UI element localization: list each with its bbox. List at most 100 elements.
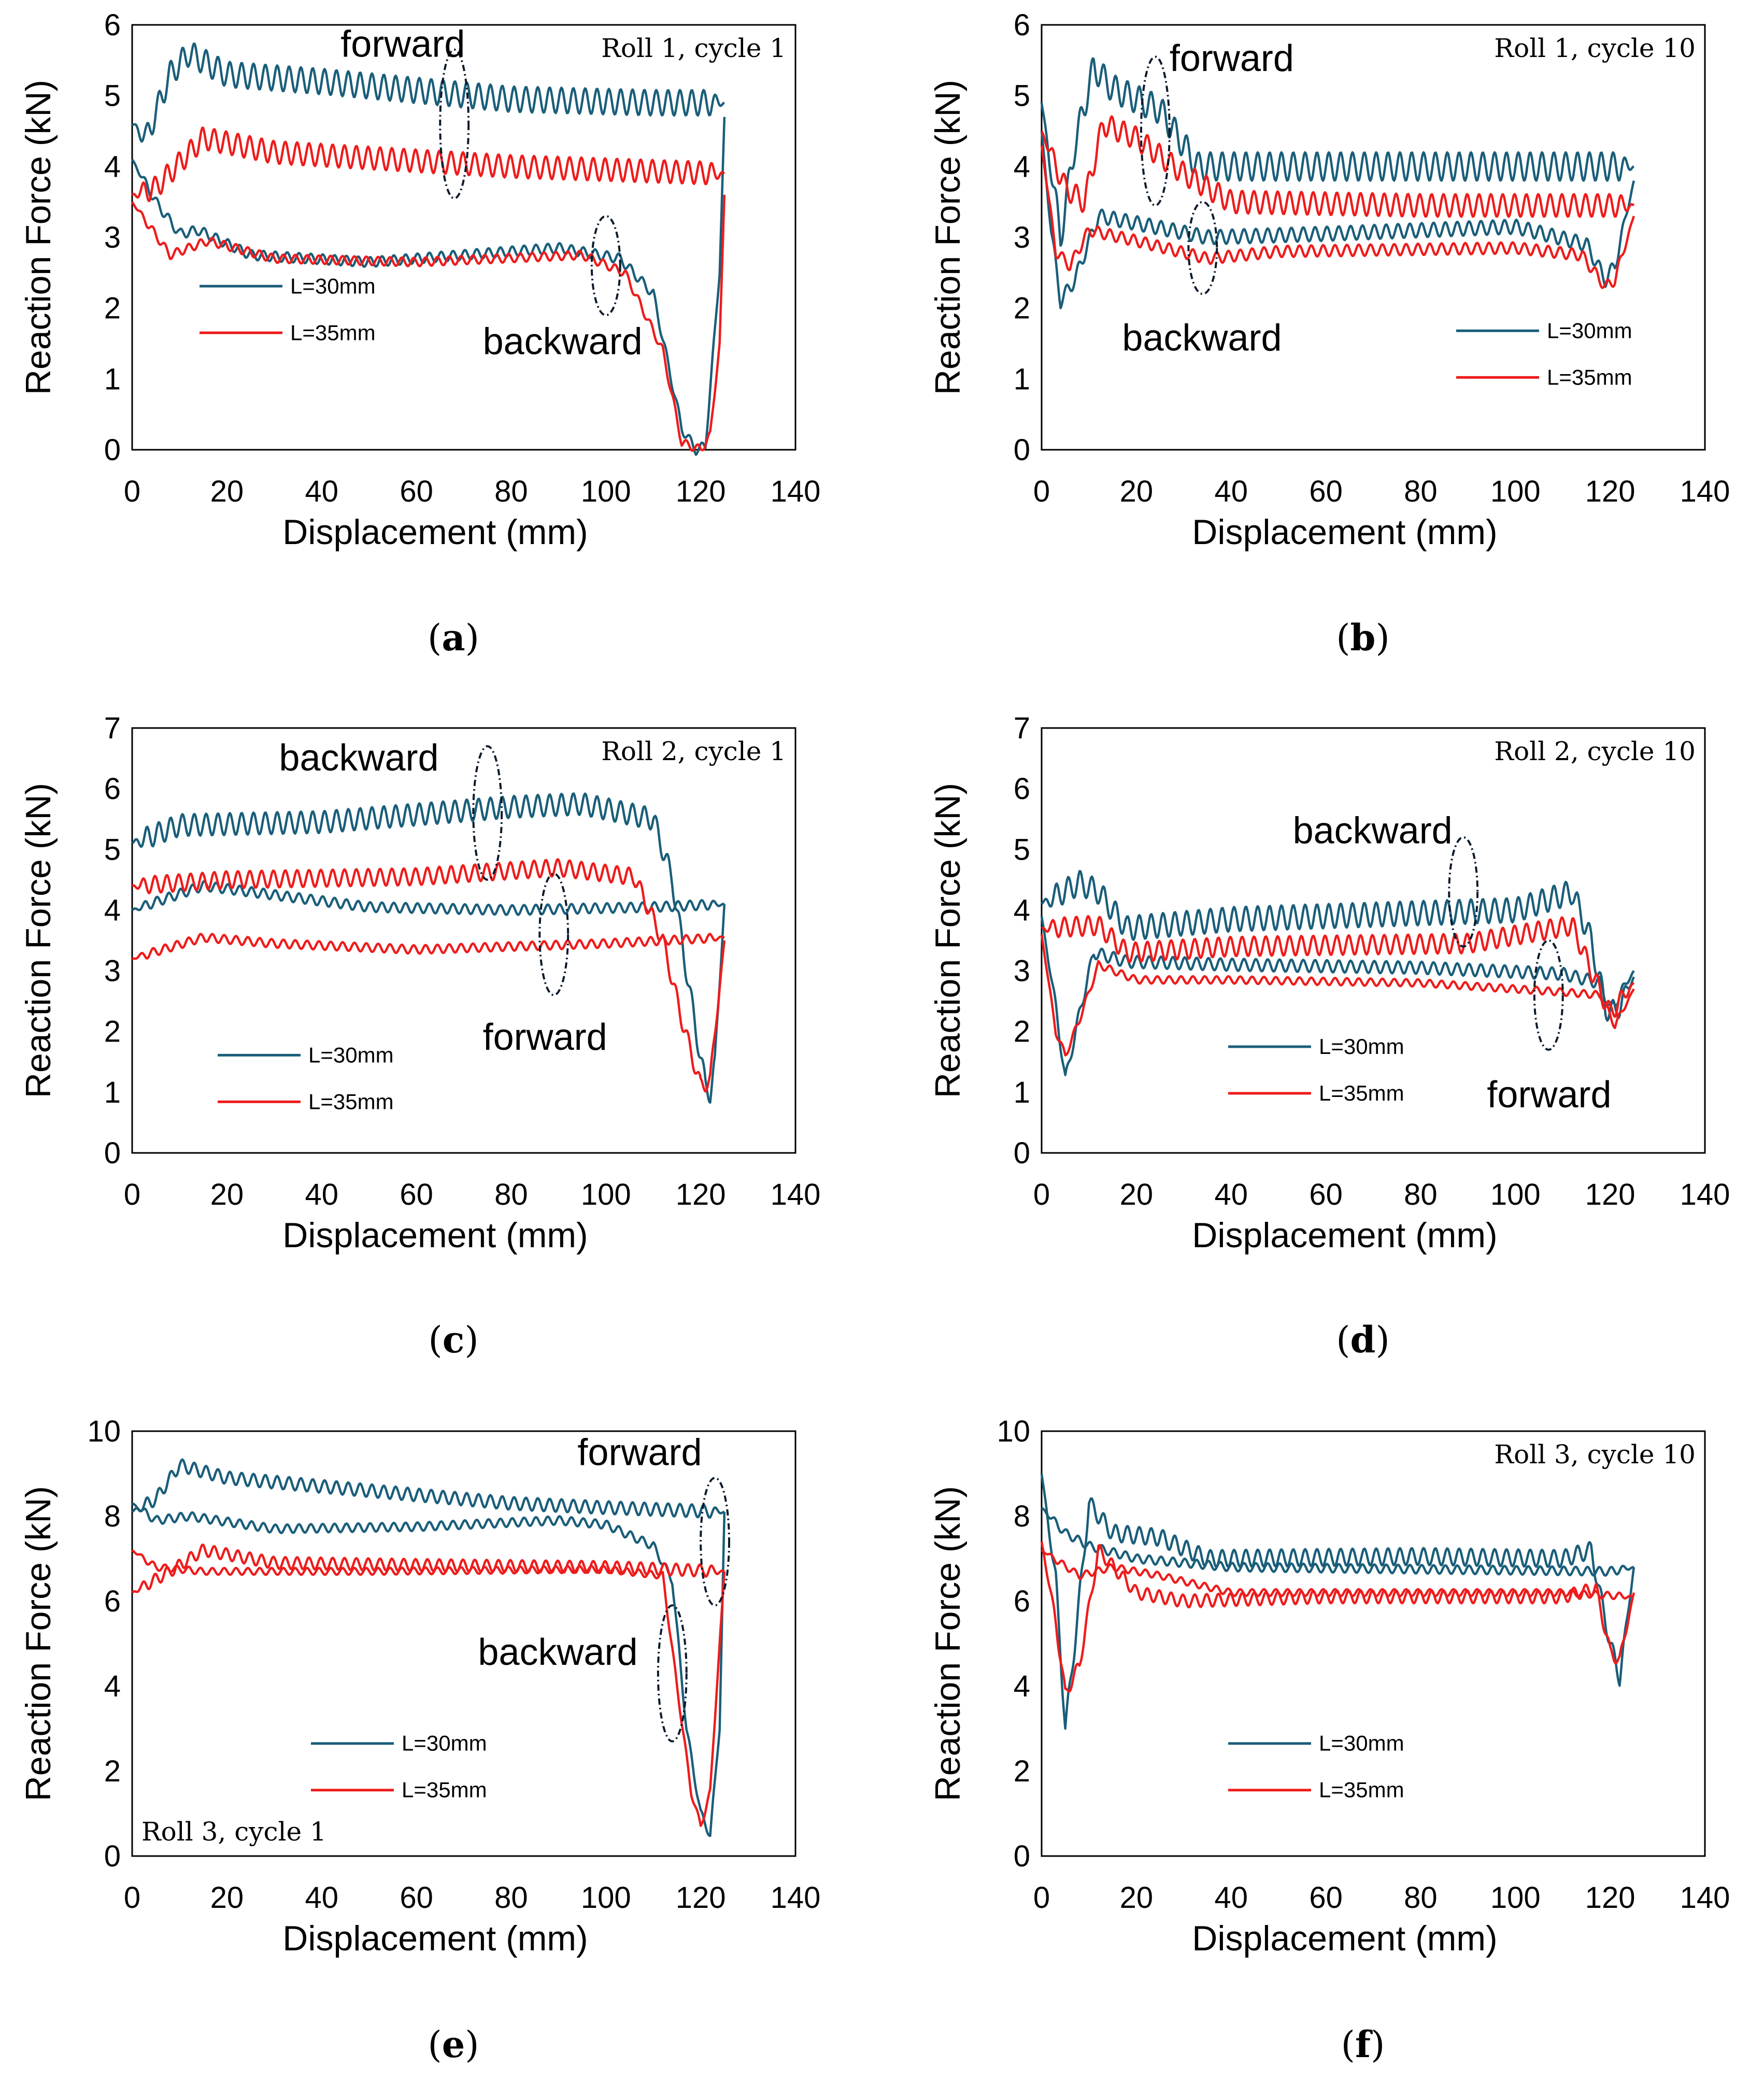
x-tick-label: 20 <box>1120 1881 1154 1915</box>
y-tick-label: 6 <box>1014 8 1030 42</box>
y-tick-label: 7 <box>104 711 121 745</box>
annotation-ellipse <box>472 745 503 881</box>
y-tick-label: 8 <box>104 1500 121 1533</box>
series-line-4 <box>1041 1549 1634 1601</box>
x-tick-label: 80 <box>1404 475 1438 508</box>
legend-label: L=30mm <box>1319 1034 1404 1059</box>
y-axis-title: Reaction Force (kN) <box>928 80 968 395</box>
x-axis-title: Displacement (mm) <box>1192 1216 1497 1255</box>
annotation-ellipse <box>1140 55 1171 207</box>
x-tick-label: 60 <box>1309 1178 1343 1211</box>
annotation-label: forward <box>340 24 465 65</box>
x-tick-label: 100 <box>581 1881 631 1915</box>
series-line-2 <box>132 1502 726 1837</box>
x-tick-label: 140 <box>1680 1881 1730 1915</box>
panel-caption-letter: d <box>1350 1318 1376 1361</box>
y-tick-label: 4 <box>104 1670 121 1703</box>
y-tick-label: 10 <box>87 1415 121 1448</box>
plot-title: Roll 1, cycle 10 <box>1494 33 1696 63</box>
annotation-ellipse <box>590 215 621 317</box>
x-tick-label: 20 <box>210 475 244 508</box>
x-axis-title: Displacement (mm) <box>282 1216 588 1255</box>
annotation-ellipse <box>1533 939 1564 1051</box>
x-tick-label: 140 <box>771 475 821 508</box>
y-tick-label: 10 <box>997 1415 1030 1448</box>
series-line-2 <box>1040 131 1635 309</box>
series-line-4 <box>131 194 726 452</box>
x-tick-label: 60 <box>400 475 433 508</box>
x-tick-label: 0 <box>1033 475 1050 508</box>
x-tick-label: 100 <box>581 1178 631 1211</box>
annotation-ellipse <box>657 1604 688 1743</box>
series-line-2 <box>1041 1506 1634 1577</box>
series-line-4 <box>1040 934 1635 1057</box>
legend-label: L=30mm <box>308 1043 394 1067</box>
y-tick-label: 1 <box>1014 362 1030 396</box>
y-tick-label: 3 <box>1014 221 1030 254</box>
x-tick-label: 120 <box>1585 475 1635 508</box>
y-tick-label: 8 <box>1014 1500 1030 1533</box>
panel-caption: (d) <box>1336 1318 1390 1361</box>
x-tick-label: 80 <box>1404 1178 1438 1211</box>
plot-title: Roll 1, cycle 1 <box>601 33 786 63</box>
annotation-ellipse <box>538 873 570 996</box>
x-tick-label: 120 <box>1585 1178 1635 1211</box>
panel-caption-letter: f <box>1355 2023 1373 2066</box>
annotation-label: backward <box>478 1632 637 1673</box>
legend-label: L=35mm <box>290 320 376 345</box>
series-line-1 <box>1041 870 1635 1022</box>
annotation-ellipse <box>1187 201 1218 295</box>
y-tick-label: 2 <box>1014 292 1030 325</box>
legend-label: L=30mm <box>1547 318 1632 343</box>
y-tick-label: 2 <box>104 1754 121 1788</box>
x-tick-label: 20 <box>210 1178 244 1211</box>
x-axis-title: Displacement (mm) <box>1192 1919 1497 1958</box>
x-tick-label: 120 <box>1585 1881 1635 1915</box>
x-tick-label: 120 <box>676 475 726 508</box>
legend-label: L=35mm <box>402 1778 487 1802</box>
y-tick-label: 0 <box>104 1839 121 1873</box>
annotation-label: backward <box>483 321 643 363</box>
series-line-3 <box>132 858 726 1093</box>
x-tick-label: 100 <box>581 475 631 508</box>
annotation-label: backward <box>279 737 438 779</box>
y-tick-label: 3 <box>1014 954 1030 988</box>
y-tick-label: 6 <box>1014 1585 1030 1618</box>
x-tick-label: 40 <box>1214 1881 1248 1915</box>
x-tick-label: 20 <box>1120 1178 1154 1211</box>
panel-caption: (a) <box>428 616 479 659</box>
y-axis-title: Reaction Force (kN) <box>19 783 58 1098</box>
series-line-1 <box>1040 57 1634 247</box>
x-tick-label: 140 <box>1680 475 1730 508</box>
y-tick-label: 0 <box>104 433 121 467</box>
annotation-label: forward <box>1170 38 1294 79</box>
series-line-1 <box>131 42 725 143</box>
series-line-4 <box>1040 145 1635 289</box>
x-axis-title: Displacement (mm) <box>1192 512 1497 552</box>
y-tick-label: 4 <box>1014 893 1030 927</box>
x-axis-title: Displacement (mm) <box>282 1919 588 1958</box>
series-line-3 <box>1040 115 1635 218</box>
y-tick-label: 6 <box>104 8 121 42</box>
annotation-label: backward <box>1293 810 1453 852</box>
y-tick-label: 0 <box>1014 1136 1030 1170</box>
y-tick-label: 2 <box>1014 1754 1030 1788</box>
y-tick-label: 3 <box>104 954 121 988</box>
panel-caption-letter: e <box>442 2023 465 2066</box>
x-tick-label: 0 <box>1033 1881 1050 1915</box>
x-tick-label: 40 <box>305 1178 338 1211</box>
plot-frame <box>1041 1430 1706 1857</box>
y-axis-title: Reaction Force (kN) <box>19 80 58 395</box>
chart-panel-c: 0 1 2 3 4 5 6 7 0 20 40 60 80 100 120 140 Displacement (… <box>19 711 820 1361</box>
series-line-3 <box>1041 915 1635 1018</box>
y-tick-label: 2 <box>104 1015 121 1049</box>
annotation-label: forward <box>577 1432 702 1474</box>
x-tick-label: 40 <box>1214 475 1248 508</box>
x-tick-label: 20 <box>210 1881 244 1915</box>
x-tick-label: 80 <box>494 1178 528 1211</box>
annotation-label: forward <box>483 1017 607 1058</box>
plot-frame <box>131 727 796 1154</box>
